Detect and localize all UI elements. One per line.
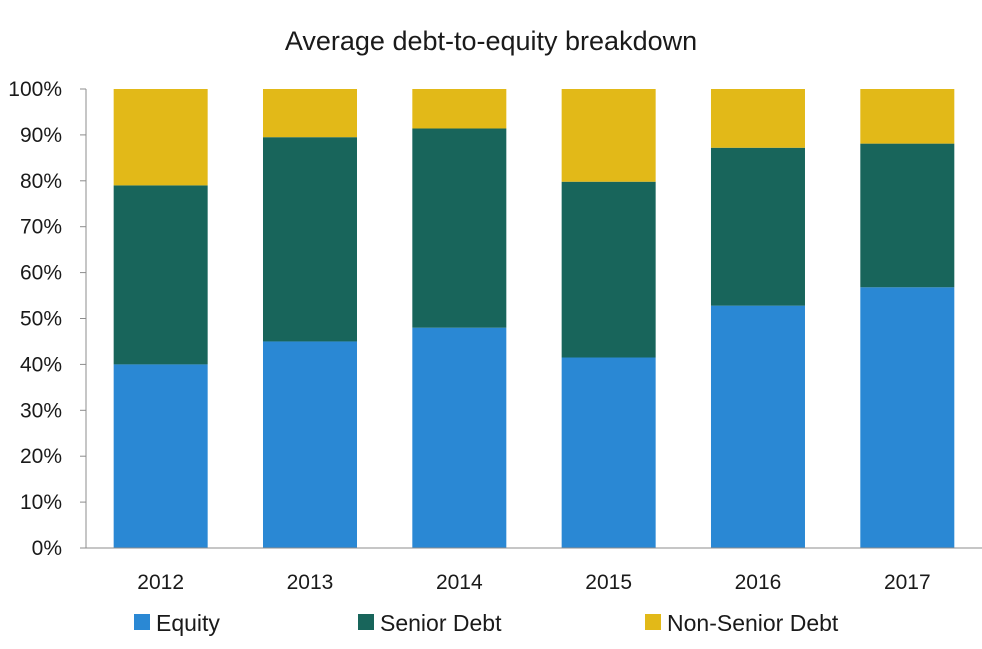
y-tick-label: 50% <box>20 308 62 331</box>
legend: Equity Senior Debt Non-Senior Debt <box>134 610 839 636</box>
y-tick-label: 60% <box>20 262 62 285</box>
bar-equity-2017 <box>860 287 955 548</box>
y-tick-label: 100% <box>8 78 62 101</box>
y-tick-label: 80% <box>20 170 62 193</box>
x-tick-label: 2015 <box>585 571 632 594</box>
legend-swatch-non-senior-debt <box>645 614 661 630</box>
bar-senior-debt-2016 <box>710 147 805 306</box>
y-tick-label: 20% <box>20 445 62 468</box>
bar-non-senior-debt-2012 <box>113 89 208 186</box>
bar-non-senior-debt-2013 <box>262 89 357 138</box>
bar-equity-2014 <box>412 327 507 548</box>
bar-non-senior-debt-2017 <box>860 89 955 144</box>
y-tick-label: 90% <box>20 124 62 147</box>
bar-senior-debt-2013 <box>262 137 357 342</box>
y-tick-label: 40% <box>20 353 62 376</box>
bar-senior-debt-2014 <box>412 128 507 328</box>
bar-non-senior-debt-2014 <box>412 89 507 129</box>
y-axis: 0% 10% 20% 30% 40% 50% 60% 70% 80% 90% 100% <box>8 78 87 560</box>
x-tick-label: 2016 <box>735 571 782 594</box>
y-tick-label: 30% <box>20 399 62 422</box>
bar-non-senior-debt-2015 <box>561 89 656 182</box>
bar-senior-debt-2012 <box>113 185 208 365</box>
legend-label-equity: Equity <box>156 610 220 636</box>
bars-group <box>113 89 955 548</box>
bar-senior-debt-2015 <box>561 181 656 358</box>
x-tick-label: 2017 <box>884 571 931 594</box>
bar-non-senior-debt-2016 <box>710 89 805 148</box>
y-tick-label: 10% <box>20 491 62 514</box>
bar-equity-2012 <box>113 364 208 548</box>
x-tick-label: 2014 <box>436 571 483 594</box>
bar-equity-2013 <box>262 341 357 548</box>
chart-title: Average debt-to-equity breakdown <box>285 26 697 56</box>
legend-label-non-senior-debt: Non-Senior Debt <box>667 610 839 636</box>
legend-swatch-senior-debt <box>358 614 374 630</box>
bar-equity-2016 <box>710 305 805 548</box>
bar-senior-debt-2017 <box>860 143 955 288</box>
x-tick-label: 2013 <box>287 571 334 594</box>
x-axis: 2012 2013 2014 2015 2016 2017 <box>86 547 982 594</box>
y-tick-label: 0% <box>32 537 62 560</box>
legend-label-senior-debt: Senior Debt <box>380 610 502 636</box>
legend-swatch-equity <box>134 614 150 630</box>
bar-equity-2015 <box>561 357 656 548</box>
y-tick-label: 70% <box>20 216 62 239</box>
x-tick-label: 2012 <box>137 571 184 594</box>
